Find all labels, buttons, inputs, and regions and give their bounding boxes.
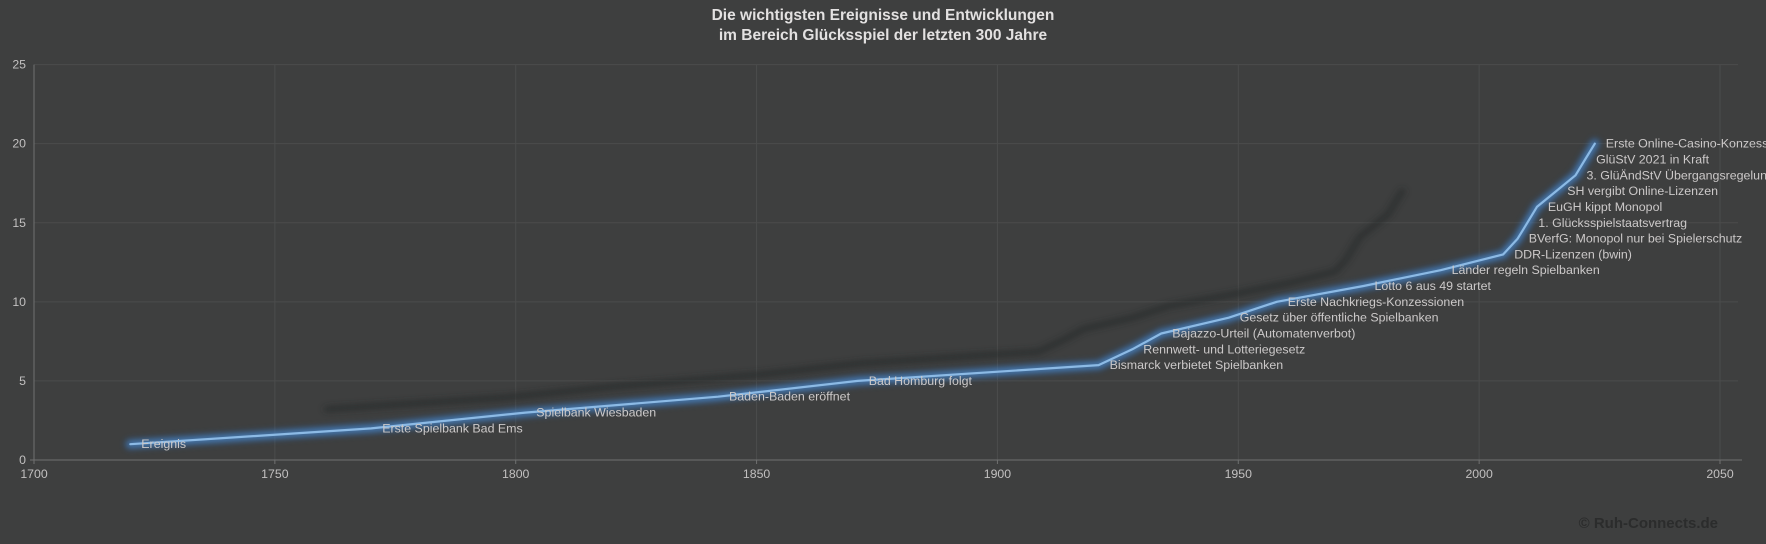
event-label-layer: Ereignis Erste Spielbank Bad Ems Spielbank… bbox=[141, 137, 1766, 452]
y-tick-label-0: 0 bbox=[19, 453, 26, 467]
event-label-12: DDR-Lizenzen (bwin) bbox=[1514, 247, 1632, 261]
event-label-14: 1. Glücksspielstaatsvertrag bbox=[1538, 216, 1687, 230]
event-label-4: Bad Homburg folgt bbox=[869, 374, 973, 388]
event-label-7: Bajazzo-Urteil (Automatenverbot) bbox=[1172, 327, 1355, 341]
event-label-8: Gesetz über öffentliche Spielbanken bbox=[1240, 311, 1439, 325]
x-tick-label-2050: 2050 bbox=[1706, 467, 1734, 481]
event-label-17: 3. GlüÄndStV Übergangsregelung bbox=[1587, 168, 1766, 182]
x-tick-label-1850: 1850 bbox=[743, 467, 771, 481]
y-tick-label-20: 20 bbox=[12, 137, 26, 151]
event-label-3: Baden-Baden eröffnet bbox=[729, 390, 851, 404]
event-label-10: Lotto 6 aus 49 startet bbox=[1375, 279, 1492, 293]
x-tick-label-1700: 1700 bbox=[20, 467, 48, 481]
event-label-16: SH vergibt Online-Lizenzen bbox=[1567, 184, 1718, 198]
x-tick-label-1900: 1900 bbox=[984, 467, 1012, 481]
event-label-9: Erste Nachkriegs-Konzessionen bbox=[1288, 295, 1464, 309]
x-tick-label-1750: 1750 bbox=[261, 467, 289, 481]
y-tick-label-15: 15 bbox=[12, 216, 26, 230]
event-label-2: Spielbank Wiesbaden bbox=[536, 406, 656, 420]
series-shadow bbox=[323, 188, 1406, 413]
chart-title-line1: Die wichtigsten Ereignisse und Entwicklu… bbox=[711, 7, 1055, 24]
y-tick-label-10: 10 bbox=[12, 295, 26, 309]
event-label-13: BVerfG: Monopol nur bei Spielerschutz bbox=[1529, 232, 1743, 246]
event-label-18: GlüStV 2021 in Kraft bbox=[1596, 153, 1710, 167]
event-label-11: Länder regeln Spielbanken bbox=[1452, 263, 1600, 277]
series-line bbox=[129, 142, 1596, 446]
event-label-6: Rennwett- und Lotteriegesetz bbox=[1143, 342, 1305, 356]
event-label-0: Ereignis bbox=[141, 437, 186, 451]
chart-title-line2: im Bereich Glücksspiel der letzten 300 J… bbox=[718, 27, 1048, 44]
y-tick-label-5: 5 bbox=[19, 374, 26, 388]
x-tick-label-1800: 1800 bbox=[502, 467, 530, 481]
series-line-layer bbox=[123, 137, 1602, 451]
y-tick-label-25: 25 bbox=[12, 58, 26, 72]
series-shadow-layer bbox=[323, 188, 1406, 413]
x-tick-label-1950: 1950 bbox=[1225, 467, 1253, 481]
event-label-5: Bismarck verbietet Spielbanken bbox=[1110, 358, 1284, 372]
chart-title: Die wichtigsten Ereignisse und Entwicklu… bbox=[0, 6, 1766, 46]
x-tick-label-2000: 2000 bbox=[1465, 467, 1493, 481]
event-label-19: Erste Online-Casino-Konzessionen bbox=[1606, 137, 1766, 151]
event-label-1: Erste Spielbank Bad Ems bbox=[382, 421, 523, 435]
event-label-15: EuGH kippt Monopol bbox=[1548, 200, 1662, 214]
watermark: © Ruh-Connects.de bbox=[1578, 515, 1718, 532]
axis-layer: 1700 1750 1800 1850 1900 1950 2000 2050 0 5 10 15 20… bbox=[12, 58, 1742, 481]
